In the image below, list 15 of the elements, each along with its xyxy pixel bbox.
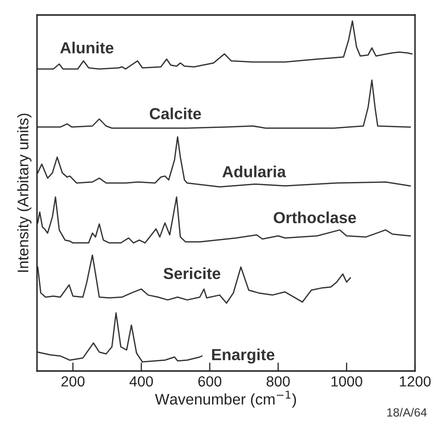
x-tick-label: 1200	[400, 376, 431, 387]
x-tick-label: 200	[61, 376, 85, 387]
series-label: Adularia	[222, 166, 286, 178]
y-axis-title: Intensity (Arbitary units)	[17, 114, 32, 272]
series-label: Enargite	[212, 348, 274, 364]
x-tick-label: 800	[266, 376, 290, 387]
series-label: Calcite	[150, 108, 201, 120]
series-label: Alunite	[60, 42, 114, 54]
x-tick-label: 600	[198, 376, 222, 387]
series-label: Orthoclase	[274, 212, 356, 224]
series-label: Sericite	[164, 267, 220, 280]
x-tick-label: 1000	[331, 376, 362, 387]
x-tick-label: 400	[130, 376, 153, 387]
text: 18/A/64	[387, 408, 427, 417]
x-axis-title: Wavenumber (cm$^{−1}$)	[155, 390, 296, 408]
